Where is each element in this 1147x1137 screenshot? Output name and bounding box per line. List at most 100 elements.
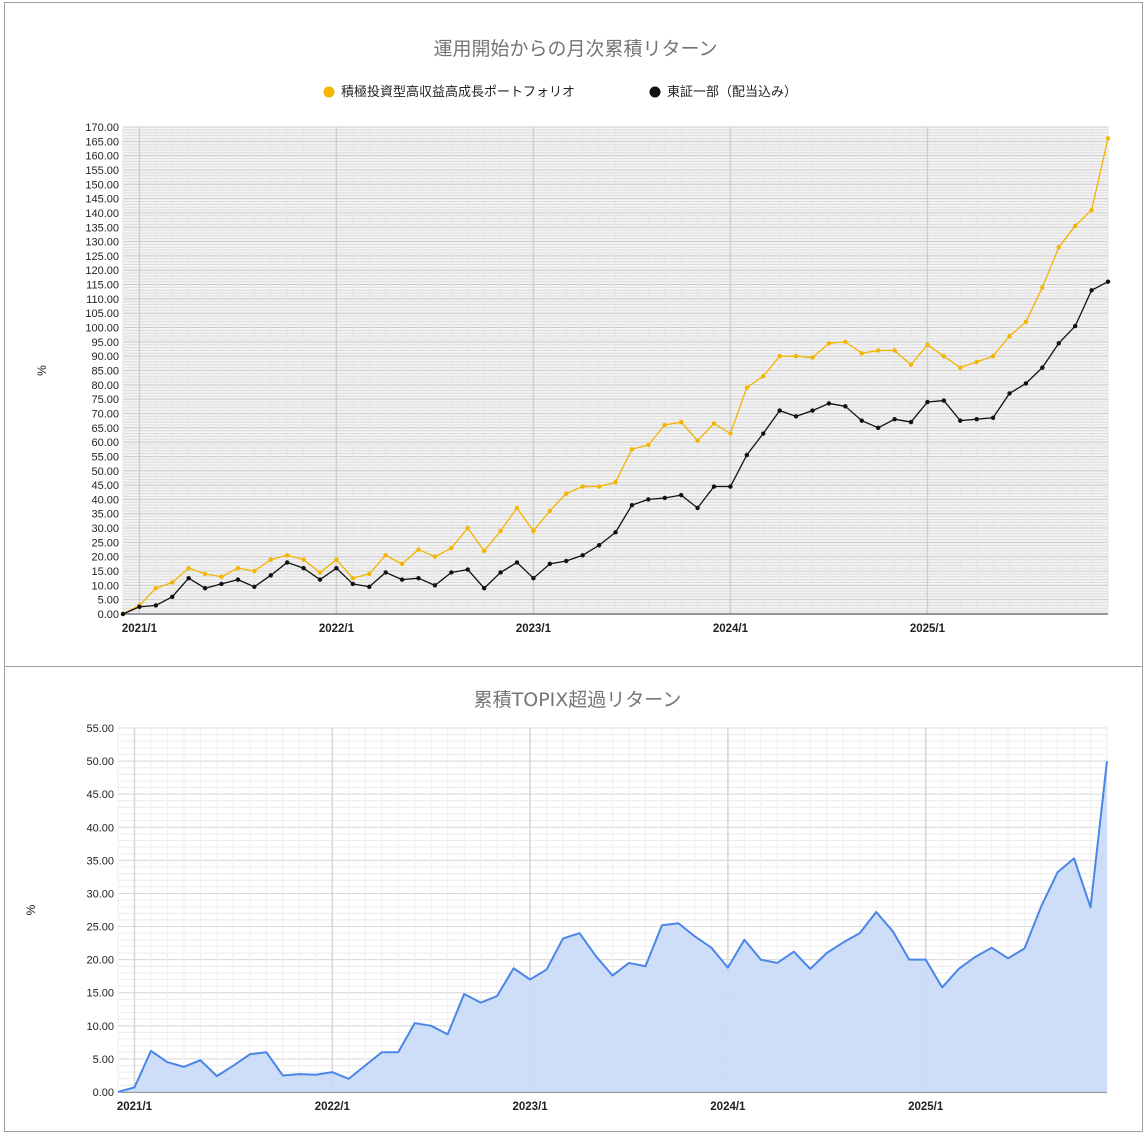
data-point	[826, 341, 832, 346]
x-axis: 2021/1 2022/1 2023/1 2024/1 2025/1	[117, 1101, 944, 1113]
data-point	[252, 584, 257, 589]
data-point	[498, 570, 503, 575]
data-point	[1072, 223, 1078, 229]
data-point	[678, 492, 684, 498]
data-point	[564, 491, 569, 496]
data-point	[728, 431, 733, 436]
data-point	[383, 570, 388, 575]
x-tick-label: 2024/1	[713, 623, 749, 635]
data-point	[284, 560, 290, 565]
data-point	[1040, 285, 1045, 290]
x-tick-label: 2021/1	[122, 623, 158, 635]
data-point	[908, 362, 914, 367]
y-tick-label: 95.00	[91, 337, 119, 349]
data-point	[1007, 333, 1012, 339]
x-tick-label: 2022/1	[319, 623, 355, 635]
series-1	[120, 279, 1111, 617]
data-point	[695, 505, 700, 511]
data-point	[531, 575, 536, 581]
data-point	[153, 586, 159, 591]
data-point	[859, 351, 864, 356]
data-point	[974, 359, 979, 365]
data-point	[744, 385, 750, 390]
y-tick-label: 120.00	[85, 265, 119, 277]
data-point	[350, 581, 356, 587]
data-point	[711, 484, 717, 489]
data-point	[1105, 136, 1111, 141]
y-tick-label: 85.00	[91, 366, 119, 378]
y-tick-label: 45.00	[86, 789, 114, 801]
y-tick-label: 30.00	[91, 523, 119, 535]
data-point	[317, 577, 323, 582]
legend: 積極投資型高収益高成長ポートフォリオ 東証一部（配当込み）	[323, 84, 797, 100]
legend-item: 東証一部（配当込み）	[649, 84, 797, 100]
data-point	[1007, 391, 1012, 396]
y-tick-label: 40.00	[86, 822, 114, 834]
data-point	[531, 528, 536, 534]
data-point	[941, 398, 947, 403]
data-point	[235, 565, 241, 571]
data-point	[1105, 279, 1111, 284]
data-point	[301, 557, 306, 562]
data-point	[629, 447, 635, 452]
data-point	[596, 543, 602, 548]
data-point	[974, 417, 979, 422]
y-tick-label: 60.00	[91, 437, 119, 449]
data-point	[843, 339, 848, 345]
y-axis-label: %	[24, 904, 38, 915]
data-point	[317, 570, 323, 575]
y-tick-label: 0.00	[98, 609, 119, 621]
data-point	[268, 573, 273, 578]
data-point	[449, 570, 454, 575]
y-tick-label: 5.00	[93, 1054, 114, 1066]
data-point	[186, 565, 191, 571]
gridlines	[122, 126, 1109, 615]
data-point	[761, 374, 766, 379]
y-tick-label: 40.00	[91, 494, 119, 506]
data-point	[662, 495, 667, 501]
data-point	[892, 348, 897, 353]
y-tick-label: 135.00	[85, 222, 119, 234]
y-tick-label: 45.00	[91, 480, 119, 492]
y-tick-label: 55.00	[86, 723, 114, 735]
y-tick-label: 70.00	[91, 408, 119, 420]
data-point	[875, 425, 881, 430]
chart-title: 運用開始からの月次累積リターン	[433, 38, 717, 60]
data-point	[1072, 323, 1078, 329]
data-point	[859, 418, 864, 423]
data-point	[120, 611, 126, 617]
data-point	[990, 353, 996, 359]
x-axis: 2021/1 2022/1 2023/1 2024/1 2025/1	[122, 623, 946, 635]
series-line	[117, 760, 1108, 1093]
data-point	[711, 421, 717, 426]
y-tick-label: 65.00	[91, 423, 119, 435]
data-point	[629, 502, 635, 508]
data-point	[875, 348, 881, 353]
data-point	[580, 484, 585, 489]
data-point	[728, 484, 733, 489]
data-point	[1056, 341, 1061, 346]
data-point	[449, 545, 454, 551]
chart-title: 累積TOPIX超過リターン	[474, 689, 682, 711]
y-tick-label: 5.00	[98, 595, 119, 607]
data-point	[416, 575, 421, 581]
data-point	[744, 452, 750, 458]
y-tick-label: 10.00	[91, 580, 119, 592]
series-0	[117, 760, 1108, 1093]
series-area-fill	[118, 761, 1107, 1092]
y-tick-label: 165.00	[85, 136, 119, 148]
x-tick-label: 2023/1	[512, 1101, 548, 1113]
data-point	[202, 571, 208, 577]
cumulative-return-chart: 運用開始からの月次累積リターン 0.00 5.00 10.00 15.00 20.00 25…	[35, 38, 1111, 635]
data-point	[219, 581, 224, 587]
data-point	[925, 399, 930, 405]
data-point	[925, 342, 930, 347]
data-point	[596, 484, 602, 489]
data-point	[334, 557, 339, 562]
y-tick-label: 0.00	[93, 1087, 114, 1099]
y-tick-label: 25.00	[91, 537, 119, 549]
x-tick-label: 2022/1	[315, 1101, 351, 1113]
y-tick-label: 80.00	[91, 380, 119, 392]
data-point	[334, 565, 339, 571]
data-point	[399, 577, 405, 582]
